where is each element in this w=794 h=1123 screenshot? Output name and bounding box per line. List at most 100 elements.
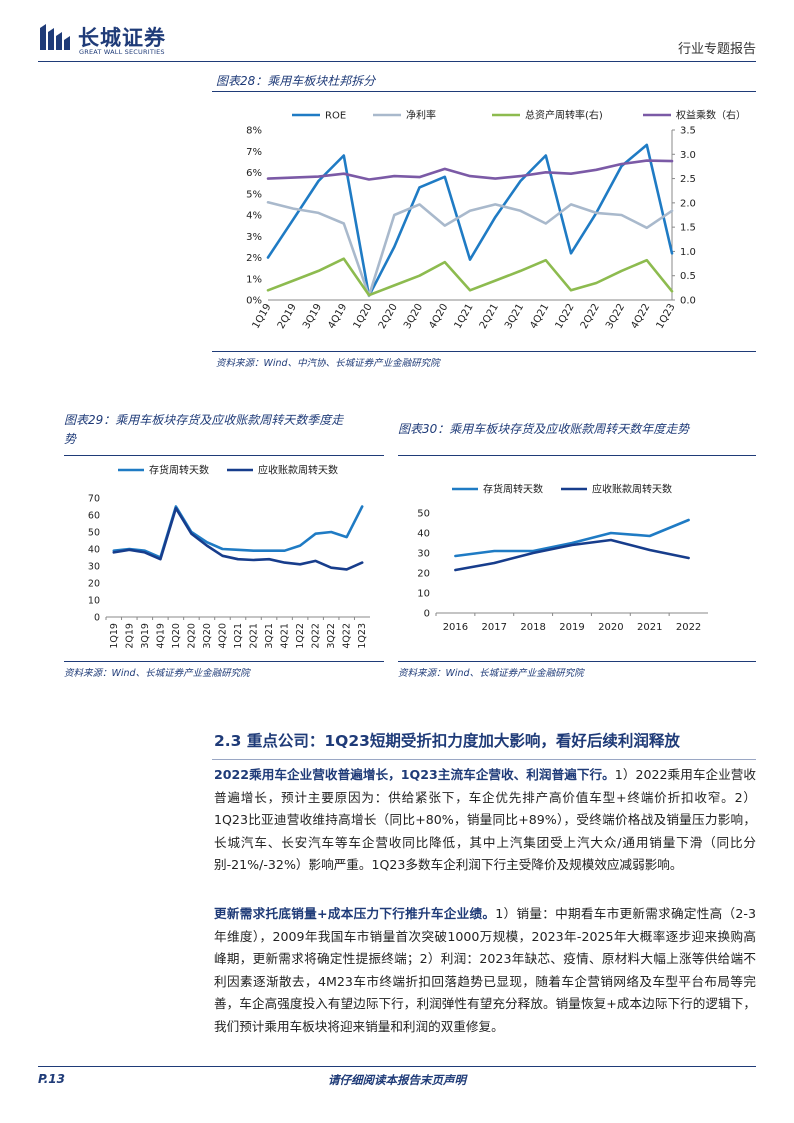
legend-label: 权益乘数（右）: [676, 109, 746, 122]
x-tick-label: 1Q20: [171, 623, 182, 649]
figure-30-source: 资料来源：Wind、长城证券产业金融研究院: [398, 668, 584, 679]
y-tick-label: 50: [417, 509, 430, 520]
series-line: [266, 143, 674, 298]
legend-label: 净利率: [406, 109, 436, 122]
right-y-tick-label: 3.5: [680, 126, 696, 137]
y-tick-label: 40: [88, 545, 100, 556]
x-tick-label: 3Q21: [264, 623, 275, 649]
figure-28-title: 图表28：乘用车板块杜邦拆分: [216, 74, 376, 88]
x-tick-label: 4Q19: [326, 302, 349, 331]
x-tick-label: 2Q19: [276, 302, 299, 331]
y-tick-label: 0: [94, 613, 100, 624]
great-wall-logo-icon: [38, 20, 72, 54]
x-tick-label: 3Q22: [326, 623, 337, 649]
x-tick-label: 2Q20: [377, 302, 400, 331]
y-tick-label: 4%: [246, 211, 262, 222]
x-tick-label: 3Q19: [140, 623, 151, 649]
x-tick-label: 4Q19: [155, 623, 166, 649]
footer-disclaimer: 请仔细阅读本报告末页声明: [328, 1073, 466, 1087]
paragraph-2-body: 1）销量：中期看车市更新需求确定性高（2-3年维度），2009年我国车市销量首次…: [214, 906, 756, 1034]
x-tick-label: 2019: [559, 622, 584, 633]
series-line: [266, 257, 674, 297]
y-tick-label: 20: [417, 569, 430, 580]
x-tick-label: 4Q20: [217, 623, 228, 649]
x-tick-label: 1Q22: [295, 623, 306, 649]
section-heading: 2.3 重点公司：1Q23短期受折扣力度加大影响，看好后续利润释放: [214, 732, 680, 750]
figure-28-bottom-rule: [212, 351, 756, 352]
paragraph-1-lead: 2022乘用车企业营收普遍增长，1Q23主流车企营收、利润普遍下行。: [214, 767, 615, 782]
figure-29-source: 资料来源：Wind、长城证券产业金融研究院: [64, 668, 250, 679]
x-tick-label: 3Q22: [604, 302, 627, 331]
x-tick-label: 1Q23: [655, 302, 678, 331]
series-line: [112, 505, 364, 559]
dupont-chart: ROE 净利率 总资产周转率(右) 权益乘数（右） 0% 1% 2% 3% 4% 5% 6% 7% 8…: [246, 109, 746, 331]
x-tick-label: 1Q21: [233, 623, 244, 649]
figure-30-bottom-rule: [398, 661, 756, 662]
figure-29-bottom-rule: [64, 661, 384, 662]
x-tick-label: 4Q21: [280, 623, 291, 649]
y-tick-label: 7%: [246, 147, 262, 158]
y-tick-label: 30: [88, 562, 100, 573]
x-tick-label: 2Q21: [249, 623, 260, 649]
legend-label: 总资产周转率(右): [525, 109, 603, 122]
y-tick-label: 0: [424, 609, 430, 620]
paragraph-2: 更新需求托底销量+成本压力下行推升车企业绩。1）销量：中期看车市更新需求确定性高…: [214, 903, 756, 1038]
x-tick-label: 3Q21: [503, 302, 526, 331]
series-line: [266, 201, 674, 298]
series-line: [454, 538, 690, 572]
x-tick-label: 1Q20: [352, 302, 375, 331]
x-tick-label: 2Q19: [124, 623, 135, 649]
y-tick-label: 0%: [246, 296, 262, 307]
figure-30-title: 图表30：乘用车板块存货及应收账款周转天数年度走势: [398, 422, 690, 436]
x-tick-label: 1Q19: [109, 623, 120, 649]
x-tick-label: 2017: [482, 622, 507, 633]
figure-29-title-line2: 势: [64, 432, 77, 446]
y-tick-label: 6%: [246, 168, 262, 179]
y-tick-label: 50: [88, 528, 100, 539]
figure-28-source: 资料来源：Wind、中汽协、长城证券产业金融研究院: [216, 358, 440, 369]
x-tick-label: 1Q23: [357, 623, 368, 649]
paragraph-1: 2022乘用车企业营收普遍增长，1Q23主流车企营收、利润普遍下行。1）2022…: [214, 764, 756, 877]
page-header: 长城证券 GREAT WALL SECURITIES 行业专题报告: [38, 18, 756, 62]
page-number: P.13: [38, 1072, 65, 1086]
y-tick-label: 8%: [246, 126, 262, 137]
logo-chinese-name: 长城证券: [78, 26, 166, 50]
x-tick-label: 2020: [598, 622, 623, 633]
legend-label: ROE: [325, 111, 346, 122]
series-line: [266, 159, 674, 181]
x-tick-label: 4Q20: [427, 302, 450, 331]
y-tick-label: 40: [417, 529, 430, 540]
y-tick-label: 10: [88, 596, 100, 607]
legend-label: 存货周转天数: [149, 464, 209, 477]
figure-29-title-line1: 图表29：乘用车板块存货及应收账款周转天数季度走: [64, 413, 344, 427]
x-tick-label: 3Q20: [202, 623, 213, 649]
y-tick-label: 30: [417, 549, 430, 560]
y-tick-label: 2%: [246, 253, 262, 264]
right-y-tick-label: 1.0: [680, 247, 696, 258]
x-tick-label: 1Q21: [453, 302, 476, 331]
right-y-tick-label: 2.5: [680, 174, 696, 185]
x-tick-label: 2Q22: [579, 302, 602, 331]
logo-english-name: GREAT WALL SECURITIES: [79, 48, 165, 56]
x-tick-label: 2021: [637, 622, 662, 633]
x-tick-label: 3Q20: [402, 302, 425, 331]
section-rule: [212, 759, 756, 760]
y-tick-label: 70: [88, 494, 100, 505]
y-tick-label: 20: [88, 579, 100, 590]
x-tick-label: 2Q20: [186, 623, 197, 649]
x-tick-label: 4Q22: [342, 623, 353, 649]
x-tick-label: 1Q22: [554, 302, 577, 331]
report-type: 行业专题报告: [677, 42, 756, 57]
legend-label: 应收账款周转天数: [258, 464, 338, 477]
footer-rule: [38, 1066, 756, 1067]
x-tick-label: 4Q21: [528, 302, 551, 331]
figure-29-title: 图表29：乘用车板块存货及应收账款周转天数季度走 势: [64, 411, 384, 449]
right-y-tick-label: 0.0: [680, 296, 696, 307]
figure-29-top-rule: [64, 455, 384, 456]
x-tick-label: 2022: [676, 622, 701, 633]
turnover-annual-chart: 存货周转天数 应收账款周转天数 0 10 20 30 40 50 2016 2017 2018 201…: [417, 483, 708, 633]
y-tick-label: 1%: [246, 274, 262, 285]
right-y-tick-label: 3.0: [680, 150, 696, 161]
paragraph-1-body: 1）2022乘用车企业营收普遍增长，预计主要原因为：供给紧张下，车企优先排产高价…: [214, 767, 756, 872]
x-tick-label: 2Q22: [311, 623, 322, 649]
